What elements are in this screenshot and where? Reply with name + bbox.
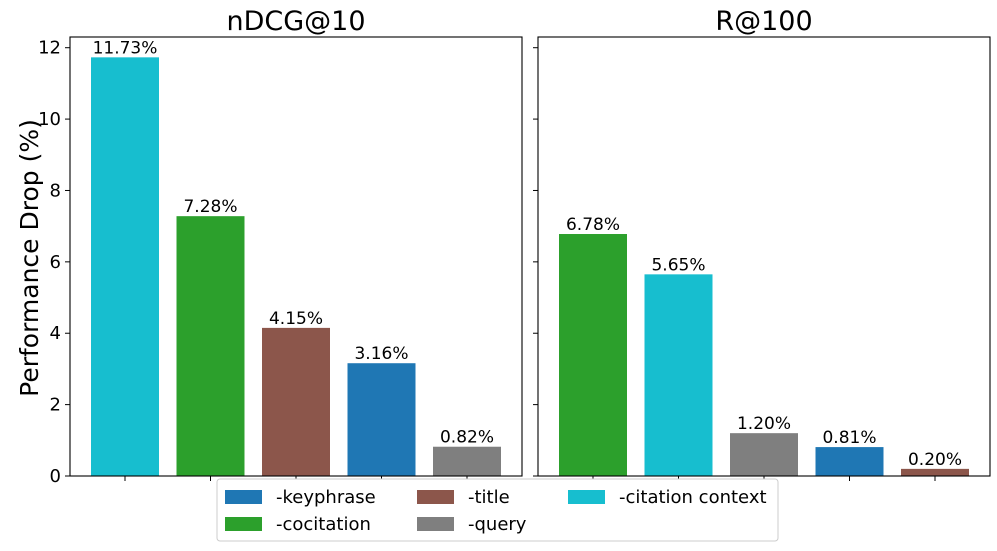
panel-title: nDCG@10 [226,6,365,37]
legend-swatch [225,517,262,531]
bar [559,234,627,476]
bar-value-label: 1.20% [737,414,791,434]
panel-title: R@100 [715,6,812,37]
bar [644,274,713,476]
bar [730,433,798,476]
bar-value-label: 3.16% [354,344,408,364]
panels: nDCG@10 11.73% 7.28% 4.15% 3.16% 0.82% 0 2 4 6 8 10… [38,6,991,487]
legend-swatch [225,490,262,504]
legend-swatch [417,490,454,504]
bar [433,446,501,476]
bar-value-label: 5.65% [651,255,705,275]
y-tick-label: 8 [50,180,61,201]
y-tick-label: 0 [50,466,61,487]
panel-1: nDCG@10 11.73% 7.28% 4.15% 3.16% 0.82% 0 2 4 6 8 10… [38,6,523,487]
bar [262,327,330,476]
bar [815,447,884,476]
bar-value-label: 0.81% [822,428,876,448]
bar-value-label: 0.20% [908,450,962,470]
y-axis-label: Performance Drop (%) [15,119,44,397]
bar-value-label: 7.28% [183,197,237,217]
bar-value-label: 4.15% [269,309,323,329]
legend-label: -query [468,514,527,535]
legend: -keyphrase -cocitation -title -query -citati… [216,478,779,542]
legend-label: -citation context [619,487,767,508]
bar-value-label: 6.78% [566,215,620,235]
legend-box [216,478,779,542]
y-tick-label: 6 [50,252,61,273]
bar [176,216,245,476]
legend-swatch [568,490,605,504]
legend-swatch [417,517,454,531]
axes-frame [537,36,991,477]
panel-2: R@100 6.78% 5.65% 1.20% 0.81% 0.20% [533,6,991,481]
bar-value-label: 11.73% [93,38,158,58]
legend-label: -cocitation [276,514,371,535]
legend-label: -keyphrase [276,487,376,508]
y-tick-label: 4 [50,323,61,344]
legend-label: -title [468,487,510,508]
bar [901,468,969,476]
y-tick-label: 2 [50,395,61,416]
y-tick-label: 12 [38,38,61,59]
bar [91,57,159,476]
y-tick-label: 10 [38,109,61,130]
axes-frame [69,36,523,477]
bar [347,363,416,476]
bar-value-label: 0.82% [440,428,494,448]
